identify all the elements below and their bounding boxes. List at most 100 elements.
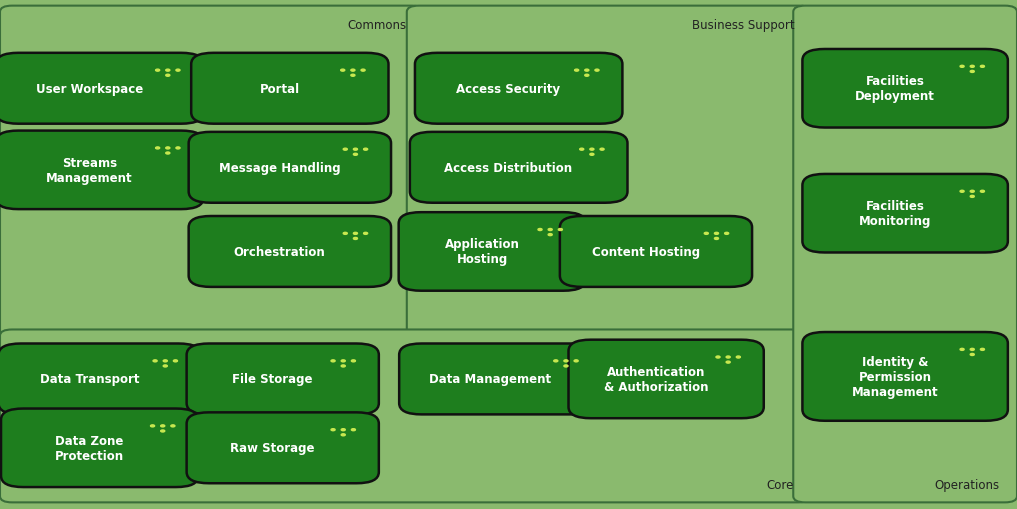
- Circle shape: [580, 149, 584, 151]
- Circle shape: [161, 425, 165, 427]
- Circle shape: [716, 356, 720, 358]
- Text: Orchestration: Orchestration: [234, 245, 325, 259]
- Circle shape: [151, 425, 155, 427]
- Text: File Storage: File Storage: [232, 373, 313, 386]
- Circle shape: [166, 153, 170, 155]
- Circle shape: [353, 154, 358, 156]
- Circle shape: [363, 233, 367, 235]
- Circle shape: [558, 229, 562, 231]
- Circle shape: [166, 70, 170, 72]
- Text: Message Handling: Message Handling: [219, 161, 341, 175]
- FancyBboxPatch shape: [187, 412, 379, 484]
- FancyBboxPatch shape: [189, 216, 391, 287]
- Circle shape: [343, 149, 347, 151]
- FancyBboxPatch shape: [793, 7, 1017, 502]
- Circle shape: [341, 70, 345, 72]
- FancyBboxPatch shape: [191, 53, 388, 124]
- Circle shape: [970, 349, 974, 351]
- Circle shape: [352, 429, 356, 431]
- Circle shape: [352, 360, 356, 362]
- Circle shape: [361, 70, 365, 72]
- Text: Business Support: Business Support: [692, 19, 794, 32]
- Text: Data Transport: Data Transport: [40, 373, 139, 386]
- Circle shape: [332, 360, 336, 362]
- Circle shape: [714, 238, 718, 240]
- Circle shape: [600, 149, 604, 151]
- Circle shape: [980, 191, 984, 193]
- Circle shape: [156, 70, 160, 72]
- Circle shape: [363, 149, 367, 151]
- FancyBboxPatch shape: [802, 175, 1008, 253]
- FancyBboxPatch shape: [0, 330, 811, 502]
- Circle shape: [726, 361, 730, 363]
- FancyBboxPatch shape: [569, 340, 764, 418]
- Circle shape: [564, 360, 567, 362]
- Text: Commons: Commons: [348, 19, 407, 32]
- Circle shape: [970, 66, 974, 68]
- Circle shape: [161, 430, 165, 432]
- Circle shape: [176, 148, 180, 150]
- Text: Access Distribution: Access Distribution: [444, 161, 573, 175]
- FancyBboxPatch shape: [0, 344, 201, 414]
- Circle shape: [590, 154, 594, 156]
- Circle shape: [725, 233, 729, 235]
- Circle shape: [538, 229, 542, 231]
- Circle shape: [163, 360, 167, 362]
- FancyBboxPatch shape: [802, 50, 1008, 128]
- Circle shape: [343, 233, 347, 235]
- Circle shape: [342, 434, 346, 436]
- Circle shape: [342, 429, 346, 431]
- Circle shape: [590, 149, 594, 151]
- FancyBboxPatch shape: [187, 344, 379, 414]
- Text: Content Hosting: Content Hosting: [592, 245, 700, 259]
- Text: Data Management: Data Management: [429, 373, 551, 386]
- Circle shape: [353, 149, 358, 151]
- Circle shape: [574, 360, 578, 362]
- Circle shape: [585, 75, 589, 77]
- Circle shape: [166, 148, 170, 150]
- Circle shape: [153, 360, 157, 362]
- Circle shape: [585, 70, 589, 72]
- Text: Core: Core: [766, 478, 793, 491]
- Circle shape: [736, 356, 740, 358]
- Circle shape: [980, 66, 984, 68]
- FancyBboxPatch shape: [399, 213, 586, 291]
- Circle shape: [960, 191, 964, 193]
- Text: Facilities
Monitoring: Facilities Monitoring: [858, 200, 932, 228]
- Text: Operations: Operations: [935, 478, 1000, 491]
- Text: Identity &
Permission
Management: Identity & Permission Management: [851, 355, 939, 398]
- FancyBboxPatch shape: [0, 53, 203, 124]
- FancyBboxPatch shape: [0, 7, 424, 337]
- Circle shape: [970, 71, 974, 73]
- Circle shape: [176, 70, 180, 72]
- Circle shape: [548, 229, 552, 231]
- FancyBboxPatch shape: [189, 132, 391, 203]
- Circle shape: [553, 360, 557, 362]
- Circle shape: [575, 70, 579, 72]
- Circle shape: [351, 75, 355, 77]
- Circle shape: [353, 233, 358, 235]
- Text: Access Security: Access Security: [457, 82, 560, 96]
- FancyBboxPatch shape: [399, 344, 602, 414]
- FancyBboxPatch shape: [415, 53, 622, 124]
- Text: Facilities
Deployment: Facilities Deployment: [855, 75, 935, 103]
- Circle shape: [342, 360, 346, 362]
- Circle shape: [705, 233, 708, 235]
- FancyBboxPatch shape: [407, 7, 812, 337]
- Circle shape: [548, 234, 552, 236]
- Text: Portal: Portal: [259, 82, 300, 96]
- Circle shape: [163, 365, 167, 367]
- Text: Data Zone
Protection: Data Zone Protection: [55, 434, 124, 462]
- FancyBboxPatch shape: [0, 131, 203, 210]
- Circle shape: [353, 238, 358, 240]
- Text: User Workspace: User Workspace: [36, 82, 143, 96]
- Circle shape: [714, 233, 718, 235]
- Circle shape: [726, 356, 730, 358]
- Circle shape: [156, 148, 160, 150]
- Circle shape: [960, 66, 964, 68]
- Circle shape: [351, 70, 355, 72]
- Circle shape: [171, 425, 175, 427]
- FancyBboxPatch shape: [1, 409, 198, 487]
- Circle shape: [970, 191, 974, 193]
- Text: Raw Storage: Raw Storage: [230, 441, 315, 455]
